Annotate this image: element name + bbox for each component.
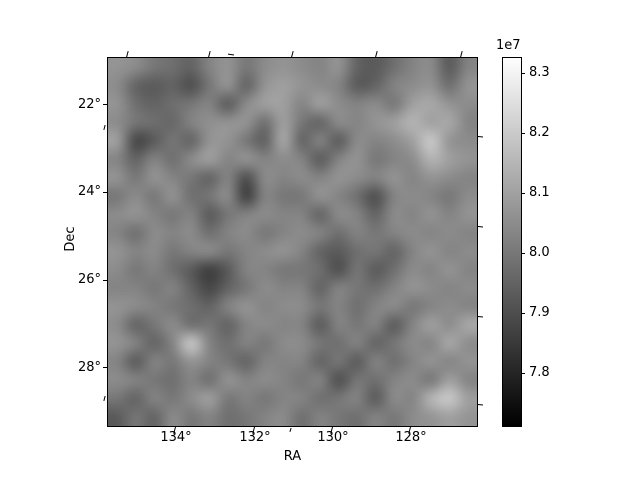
dec-tick-mark-right [477, 226, 484, 228]
colorbar [502, 57, 522, 427]
colorbar-tick-mark [521, 312, 525, 314]
colorbar-tick-label-8.2: 8.2 [529, 125, 550, 140]
minor-tick-mark [102, 124, 106, 130]
dec-tick-mark-26 [103, 280, 107, 282]
y-tick-label-28: 28° [77, 360, 101, 375]
minor-tick-mark [227, 53, 234, 56]
sky-map-plot [107, 57, 478, 427]
minor-tick-mark [102, 395, 106, 401]
dec-tick-mark-24 [103, 192, 107, 194]
y-tick-label-24: 24° [77, 184, 101, 199]
x-tick-label-128: 128° [395, 430, 427, 445]
x-tick-label-130: 130° [317, 430, 349, 445]
colorbar-gradient [503, 58, 521, 426]
colorbar-tick-mark [521, 252, 525, 254]
dec-tick-mark-22 [103, 104, 107, 106]
colorbar-tick-mark [521, 372, 525, 374]
x-axis-label: RA [283, 449, 302, 464]
x-tick-label-134: 134° [160, 430, 192, 445]
y-tick-label-22: 22° [77, 97, 101, 112]
colorbar-offset-label: 1e7 [496, 38, 521, 53]
colorbar-tick-mark [521, 192, 525, 194]
dec-tick-mark-right [477, 404, 484, 406]
minor-tick-mark [289, 427, 292, 433]
colorbar-tick-label-7.9: 7.9 [529, 305, 550, 320]
y-tick-label-26: 26° [77, 272, 101, 287]
colorbar-tick-mark [521, 132, 525, 134]
colorbar-tick-label-8.3: 8.3 [529, 65, 550, 80]
colorbar-tick-label-8.1: 8.1 [529, 185, 550, 200]
x-tick-label-132: 132° [239, 430, 271, 445]
dec-tick-mark-right [477, 316, 484, 318]
dec-tick-mark-right [477, 136, 484, 138]
colorbar-tick-mark [521, 72, 525, 74]
y-axis-label: Dec [63, 226, 78, 252]
colorbar-tick-label-7.8: 7.8 [529, 365, 550, 380]
colorbar-tick-label-8.0: 8.0 [529, 245, 550, 260]
dec-tick-mark-28 [103, 367, 107, 369]
heatmap-image [108, 58, 477, 426]
